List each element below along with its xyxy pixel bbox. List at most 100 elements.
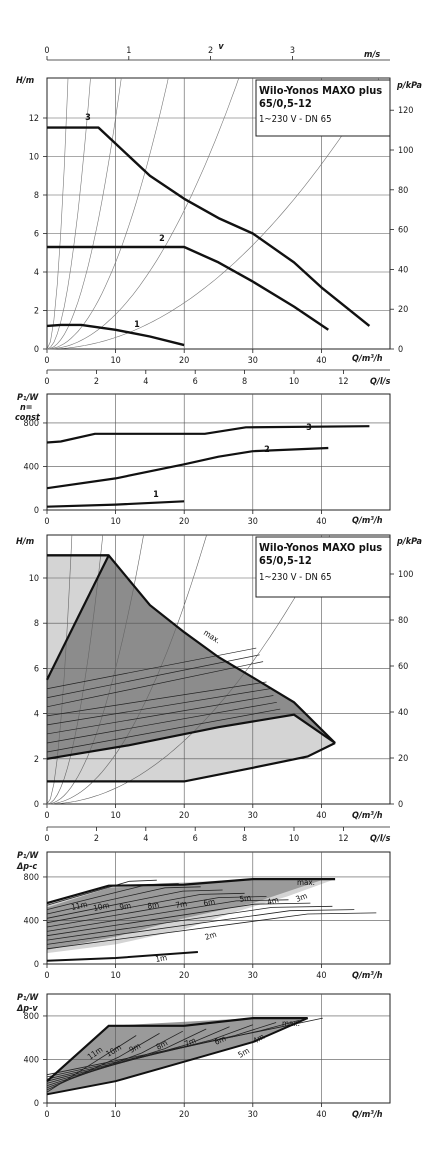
p3-kpa-tick-label: 60	[398, 662, 408, 672]
p2-curve-1	[46, 500, 185, 508]
p4-head-label-1m: 1m	[155, 953, 168, 964]
p1-system-curve	[46, 77, 169, 350]
p5-y-tick-label: 400	[24, 1055, 39, 1065]
p1-system-curve	[46, 77, 122, 350]
p3-x-tick-label: 20	[179, 811, 189, 821]
p4-ls-label: Q/l/s	[370, 834, 391, 844]
p1-y-tick-label: 8	[34, 191, 39, 201]
p2-ylabel: P₁/W	[17, 393, 39, 403]
p5-head-line	[46, 1022, 277, 1080]
p5-head-line	[46, 1017, 323, 1076]
p3-max-label: max.	[202, 628, 222, 645]
p4-x-tick-label: 30	[248, 971, 258, 981]
p1-x-tick-label: 30	[248, 356, 258, 366]
p4-head-line	[46, 912, 377, 950]
p3-box-title-line2: 65/0,5-12	[259, 554, 312, 567]
p2-x-tick-label: 10	[110, 517, 120, 527]
p4-x-tick-label: 10	[110, 971, 120, 981]
p3-x-tick-label: 10	[110, 811, 120, 821]
p2-ls-tick-label: 4	[143, 377, 148, 387]
p3-y-tick-label: 6	[34, 664, 39, 674]
p3-xlabel: Q/m³/h	[352, 811, 383, 821]
p4-xlabel: Q/m³/h	[352, 971, 383, 981]
p3-control-line	[46, 708, 281, 753]
p4-head-line	[46, 905, 333, 941]
p1-x-tick-label: 10	[110, 356, 120, 366]
p3-control-line	[46, 701, 277, 744]
p3-kpa-tick-label: 20	[398, 754, 408, 764]
p1-kpa-tick-label: 100	[398, 146, 413, 156]
p4-head-line	[46, 909, 355, 945]
p5-x-tick-label: 40	[316, 1110, 326, 1120]
p5-x-tick-label: 20	[179, 1110, 189, 1120]
p5-x-tick-label: 30	[248, 1110, 258, 1120]
p3-system-curve	[46, 534, 144, 805]
p1-curve-label-3: 3	[85, 113, 91, 123]
p3-control-line	[46, 654, 260, 699]
p1-system-curve	[46, 77, 69, 350]
p3-y-tick-label: 8	[34, 619, 39, 629]
p2-y-tick-label: 0	[34, 506, 39, 516]
p3-mid-edge	[46, 713, 336, 760]
p4-head-line	[46, 889, 223, 919]
p2-y-tick-label: 400	[24, 462, 39, 472]
p5-x-tick-label: 10	[110, 1110, 120, 1120]
p1-y-tick-label: 4	[34, 268, 39, 278]
p1-curve-3	[47, 126, 371, 327]
p2-frame	[46, 393, 391, 511]
p4-y-tick-label: 800	[24, 873, 39, 883]
p1-system-curve	[46, 77, 91, 350]
p4-head-line	[46, 902, 311, 937]
p2-x-tick-label: 0	[44, 517, 49, 527]
p2-ls-label: Q/l/s	[370, 377, 391, 387]
p1-box-title-line2: 65/0,5-12	[259, 97, 312, 110]
p1-x-tick-label: 40	[316, 356, 326, 366]
p4-ylabel2: Δp-c	[16, 862, 37, 872]
p2-ls-tick-label: 6	[193, 377, 198, 387]
p3-y-tick-label: 2	[34, 755, 39, 765]
p5-y-tick-label: 800	[24, 1012, 39, 1022]
p5-head-line	[46, 1024, 253, 1082]
p5-head-line	[46, 1030, 183, 1089]
p3-x-tick-label: 40	[316, 811, 326, 821]
p1-kpa-tick-label: 0	[398, 345, 403, 355]
p4-ls-tick-label: 8	[242, 834, 247, 844]
p5-head-label-7m: 7m	[183, 1036, 197, 1049]
p1-top-axis-label: m/s	[364, 50, 380, 60]
p1-xlabel: Q/m³/h	[352, 354, 383, 364]
p5-max-line	[46, 1016, 308, 1083]
p1-v-tick-label: 0	[44, 46, 49, 56]
p4-y-tick-label: 0	[34, 960, 39, 970]
p2-x-tick-label: 30	[248, 517, 258, 527]
p2-x-tick-label: 40	[316, 517, 326, 527]
p2-ylabel2: n=	[20, 403, 33, 413]
p3-y-tick-label: 10	[29, 574, 39, 584]
p1-curve-1	[46, 323, 185, 347]
p1-x-tick-label: 0	[44, 356, 49, 366]
p3-kpa-tick-label: 100	[398, 570, 413, 580]
p3-control-line	[46, 681, 267, 717]
p3-envelope-dark	[47, 555, 336, 759]
p4-head-label-2m: 2m	[204, 930, 218, 942]
p4-frame	[46, 851, 391, 965]
p3-y-tick-label: 4	[34, 710, 39, 720]
p1-y-tick-label: 6	[34, 230, 39, 240]
p4-head-line	[46, 879, 157, 906]
p3-control-line	[46, 688, 271, 726]
p3-max-curve	[47, 554, 336, 744]
p2-ls-tick-label: 8	[242, 377, 247, 387]
p3-control-line	[46, 695, 274, 735]
p4-head-label-9m: 9m	[119, 901, 132, 912]
p3-ylabel-right: p/kPa	[396, 537, 422, 547]
p4-ls-tick-label: 0	[44, 834, 49, 844]
p4-x-tick-label: 40	[316, 971, 326, 981]
p3-kpa-tick-label: 0	[398, 800, 403, 810]
p1-v-tick-label: 2	[208, 46, 213, 56]
p5-head-label-6m: 6m	[213, 1034, 227, 1047]
p4-head-line	[46, 899, 289, 932]
p3-system-curve	[46, 534, 207, 805]
p4-max-line	[46, 877, 336, 905]
p1-ylabel-right: p/kPa	[396, 81, 422, 91]
p5-envelope	[47, 1018, 308, 1095]
p1-box-title-line1: Wilo-Yonos MAXO plus	[259, 84, 382, 97]
